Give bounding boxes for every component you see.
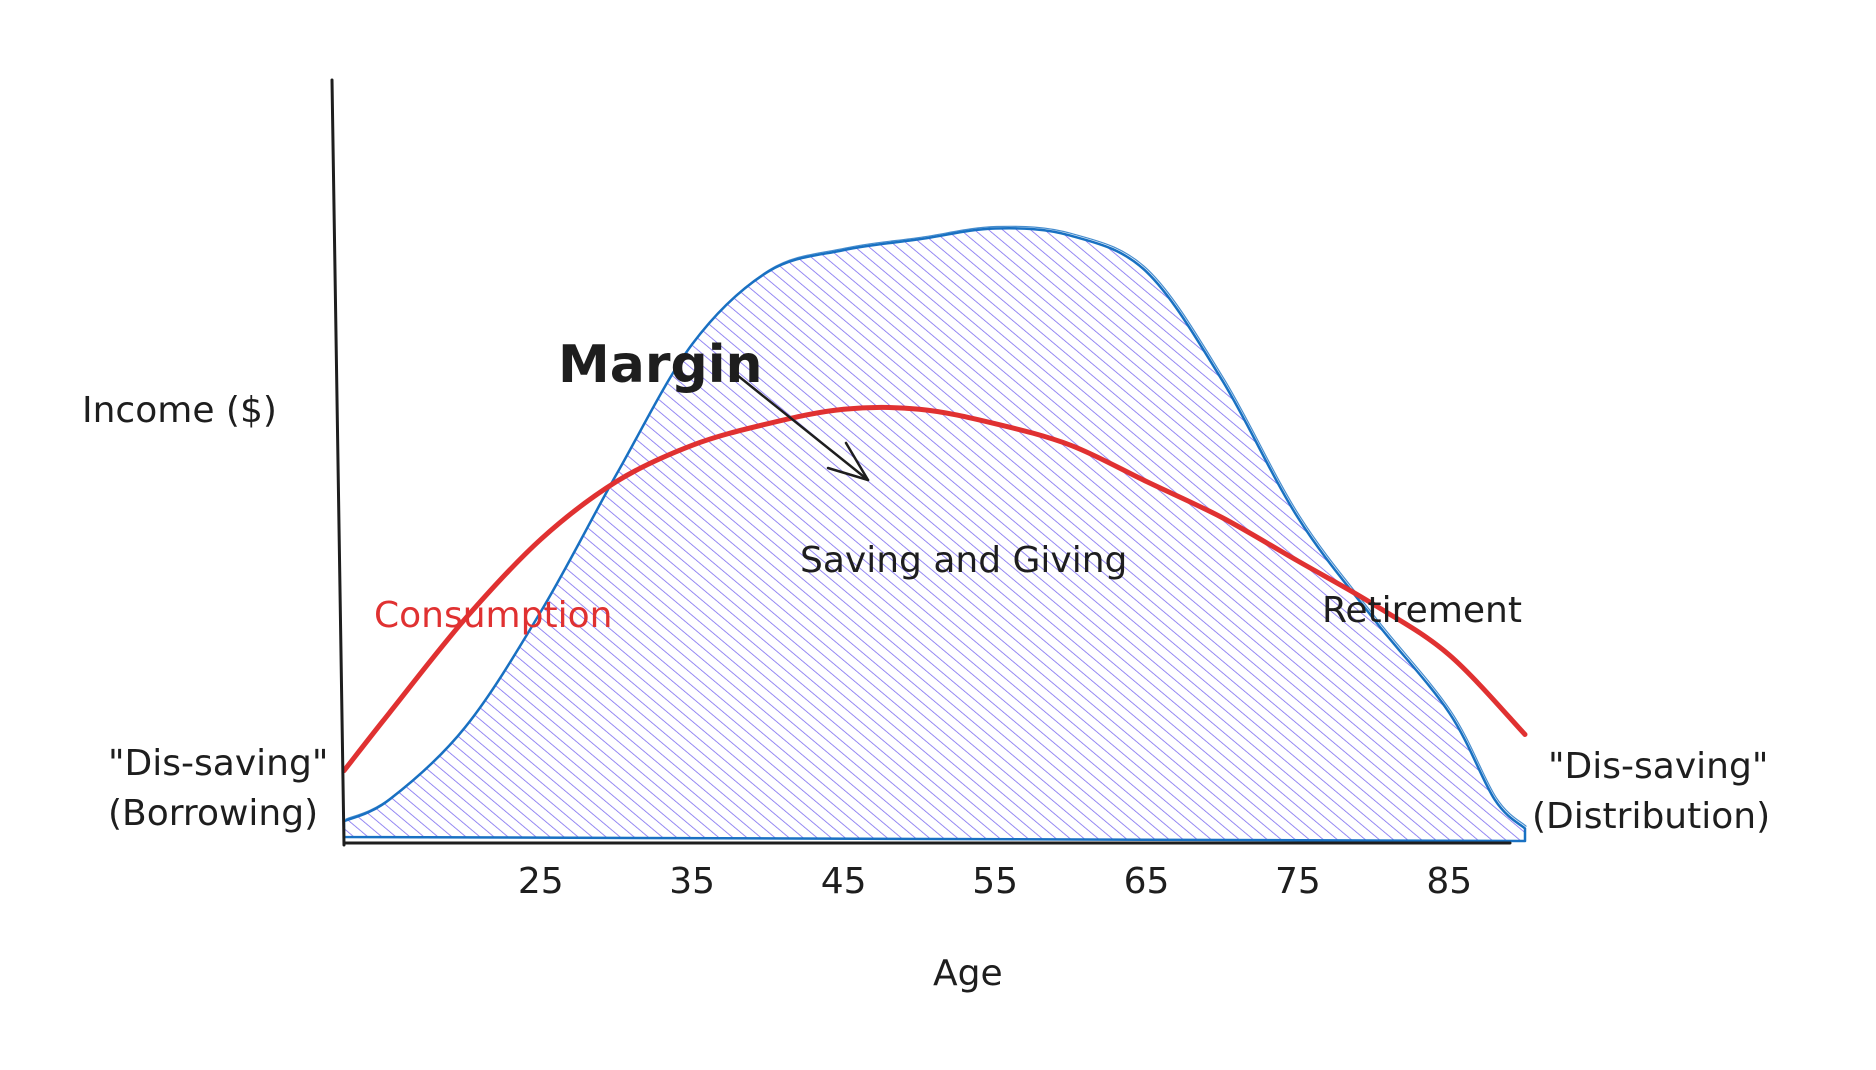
dis-saving-right-line1: "Dis-saving"	[1548, 746, 1768, 787]
x-tick-label: 75	[1275, 861, 1321, 902]
x-tick-labels: 25 35 45 55 65 75 85	[518, 861, 1472, 902]
x-tick-label: 25	[518, 861, 564, 902]
consumption-line-layer	[341, 404, 1528, 774]
margin-annotation: Margin	[558, 335, 763, 395]
x-tick-label: 85	[1426, 861, 1472, 902]
margin-area-fill	[344, 228, 1525, 841]
x-tick-label: 55	[972, 861, 1018, 902]
x-tick-label: 45	[821, 861, 867, 902]
x-tick-label: 35	[669, 861, 715, 902]
margin-area-outline-sketch	[345, 225, 1527, 827]
x-tick-label: 65	[1124, 861, 1170, 902]
consumption-line	[341, 404, 1528, 774]
x-axis-label: Age	[933, 953, 1003, 994]
margin-arrowhead	[826, 441, 870, 482]
saving-giving-label: Saving and Giving	[800, 540, 1127, 581]
retirement-label: Retirement	[1322, 590, 1522, 631]
margin-area-layer	[342, 225, 1527, 843]
y-axis	[330, 78, 346, 847]
dis-saving-left-line2: (Borrowing)	[108, 793, 318, 834]
dis-saving-right-line2: (Distribution)	[1532, 796, 1770, 837]
consumption-label: Consumption	[374, 595, 612, 636]
margin-arrow	[730, 369, 870, 482]
y-axis-label: Income ($)	[82, 390, 277, 431]
dis-saving-left-line1: "Dis-saving"	[108, 743, 328, 784]
